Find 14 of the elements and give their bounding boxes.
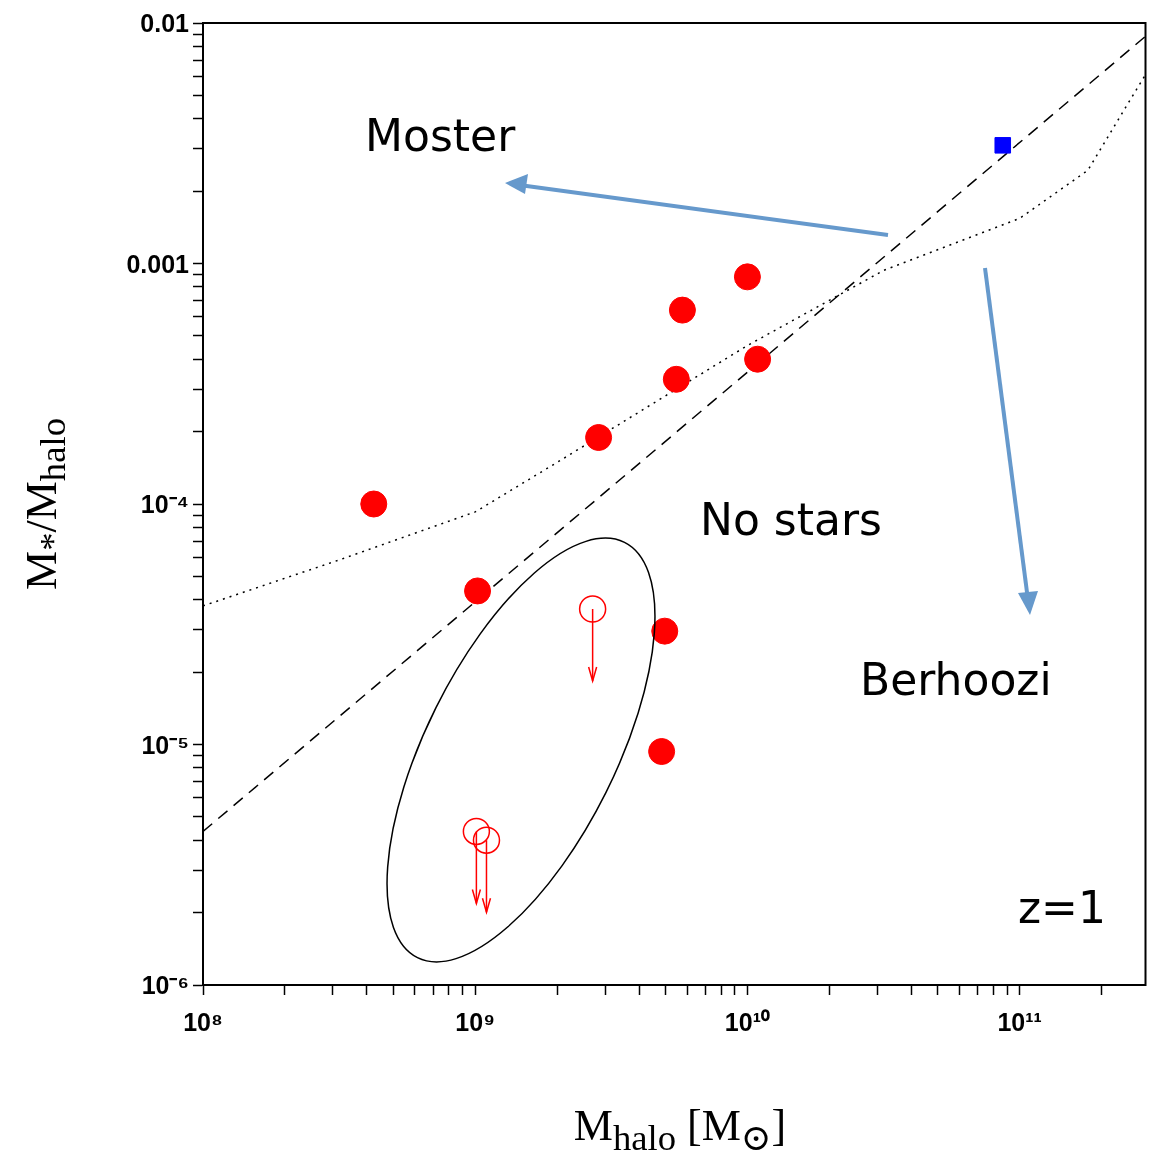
x-tick-label: 10⁸ xyxy=(183,1007,223,1036)
annotation: Moster xyxy=(365,110,516,161)
x-tick-label: 10⁹ xyxy=(455,1007,496,1036)
y-tick-label: 0.01 xyxy=(140,8,189,37)
x-axis-title: M$_{halo}$ [M$_{⊙}$] xyxy=(573,1100,787,1159)
annotation: Berhoozi xyxy=(860,654,1052,705)
y-tick-label: 10⁻⁵ xyxy=(141,730,189,758)
y-tick-label: 0.001 xyxy=(126,249,189,277)
x-tick-label: 10¹¹ xyxy=(997,1007,1042,1036)
x-tick-label: 10¹⁰ xyxy=(724,1007,770,1036)
annotation: z=1 xyxy=(1018,882,1106,933)
y-tick-label: 10⁻⁴ xyxy=(140,489,189,518)
y-tick-label: 10⁻⁶ xyxy=(141,970,189,999)
annotation: No stars xyxy=(700,494,882,545)
